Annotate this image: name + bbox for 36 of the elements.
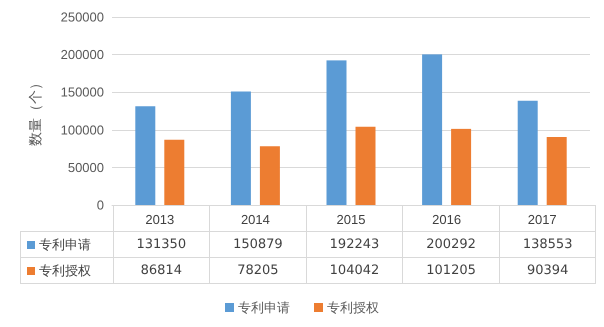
bar <box>518 100 538 205</box>
y-tick-label: 150000 <box>60 84 104 100</box>
y-axis-title: 数量（个） <box>27 76 43 146</box>
bar <box>135 106 156 205</box>
data-label: 131350 <box>113 232 210 258</box>
data-label: 150879 <box>210 232 306 258</box>
data-label: 101205 <box>402 258 500 284</box>
legend-label: 专利申请 <box>39 238 91 252</box>
data-label: 90394 <box>499 258 596 284</box>
bar <box>326 60 346 205</box>
legend-label: 专利授权 <box>39 264 91 278</box>
data-label: 200292 <box>402 232 500 258</box>
bar <box>260 146 280 205</box>
y-tick-label: 0 <box>96 198 104 212</box>
y-tick-label: 200000 <box>60 47 104 62</box>
y-tick-label: 100000 <box>60 122 104 138</box>
x-tick-label: 2013 <box>145 212 174 227</box>
bar <box>451 128 472 205</box>
text: 专利申请 <box>238 301 290 316</box>
data-label: 86814 <box>113 258 210 284</box>
bar <box>230 92 251 205</box>
data-label: 192243 <box>306 232 403 258</box>
text: 专利授权 <box>327 301 379 316</box>
bar <box>546 137 567 205</box>
x-tick-label: 2016 <box>432 212 462 227</box>
data-label: 138553 <box>499 232 596 258</box>
data-label: 78205 <box>210 258 306 284</box>
x-tick-label: 2017 <box>528 212 557 227</box>
data-label: 104042 <box>306 258 403 284</box>
y-tick-label: 50000 <box>68 160 104 175</box>
bar <box>422 54 442 205</box>
bar <box>164 140 184 205</box>
bar <box>356 126 376 205</box>
y-tick-label: 250000 <box>60 10 104 24</box>
x-tick-label: 2014 <box>240 212 270 227</box>
x-tick-label: 2015 <box>336 212 366 227</box>
